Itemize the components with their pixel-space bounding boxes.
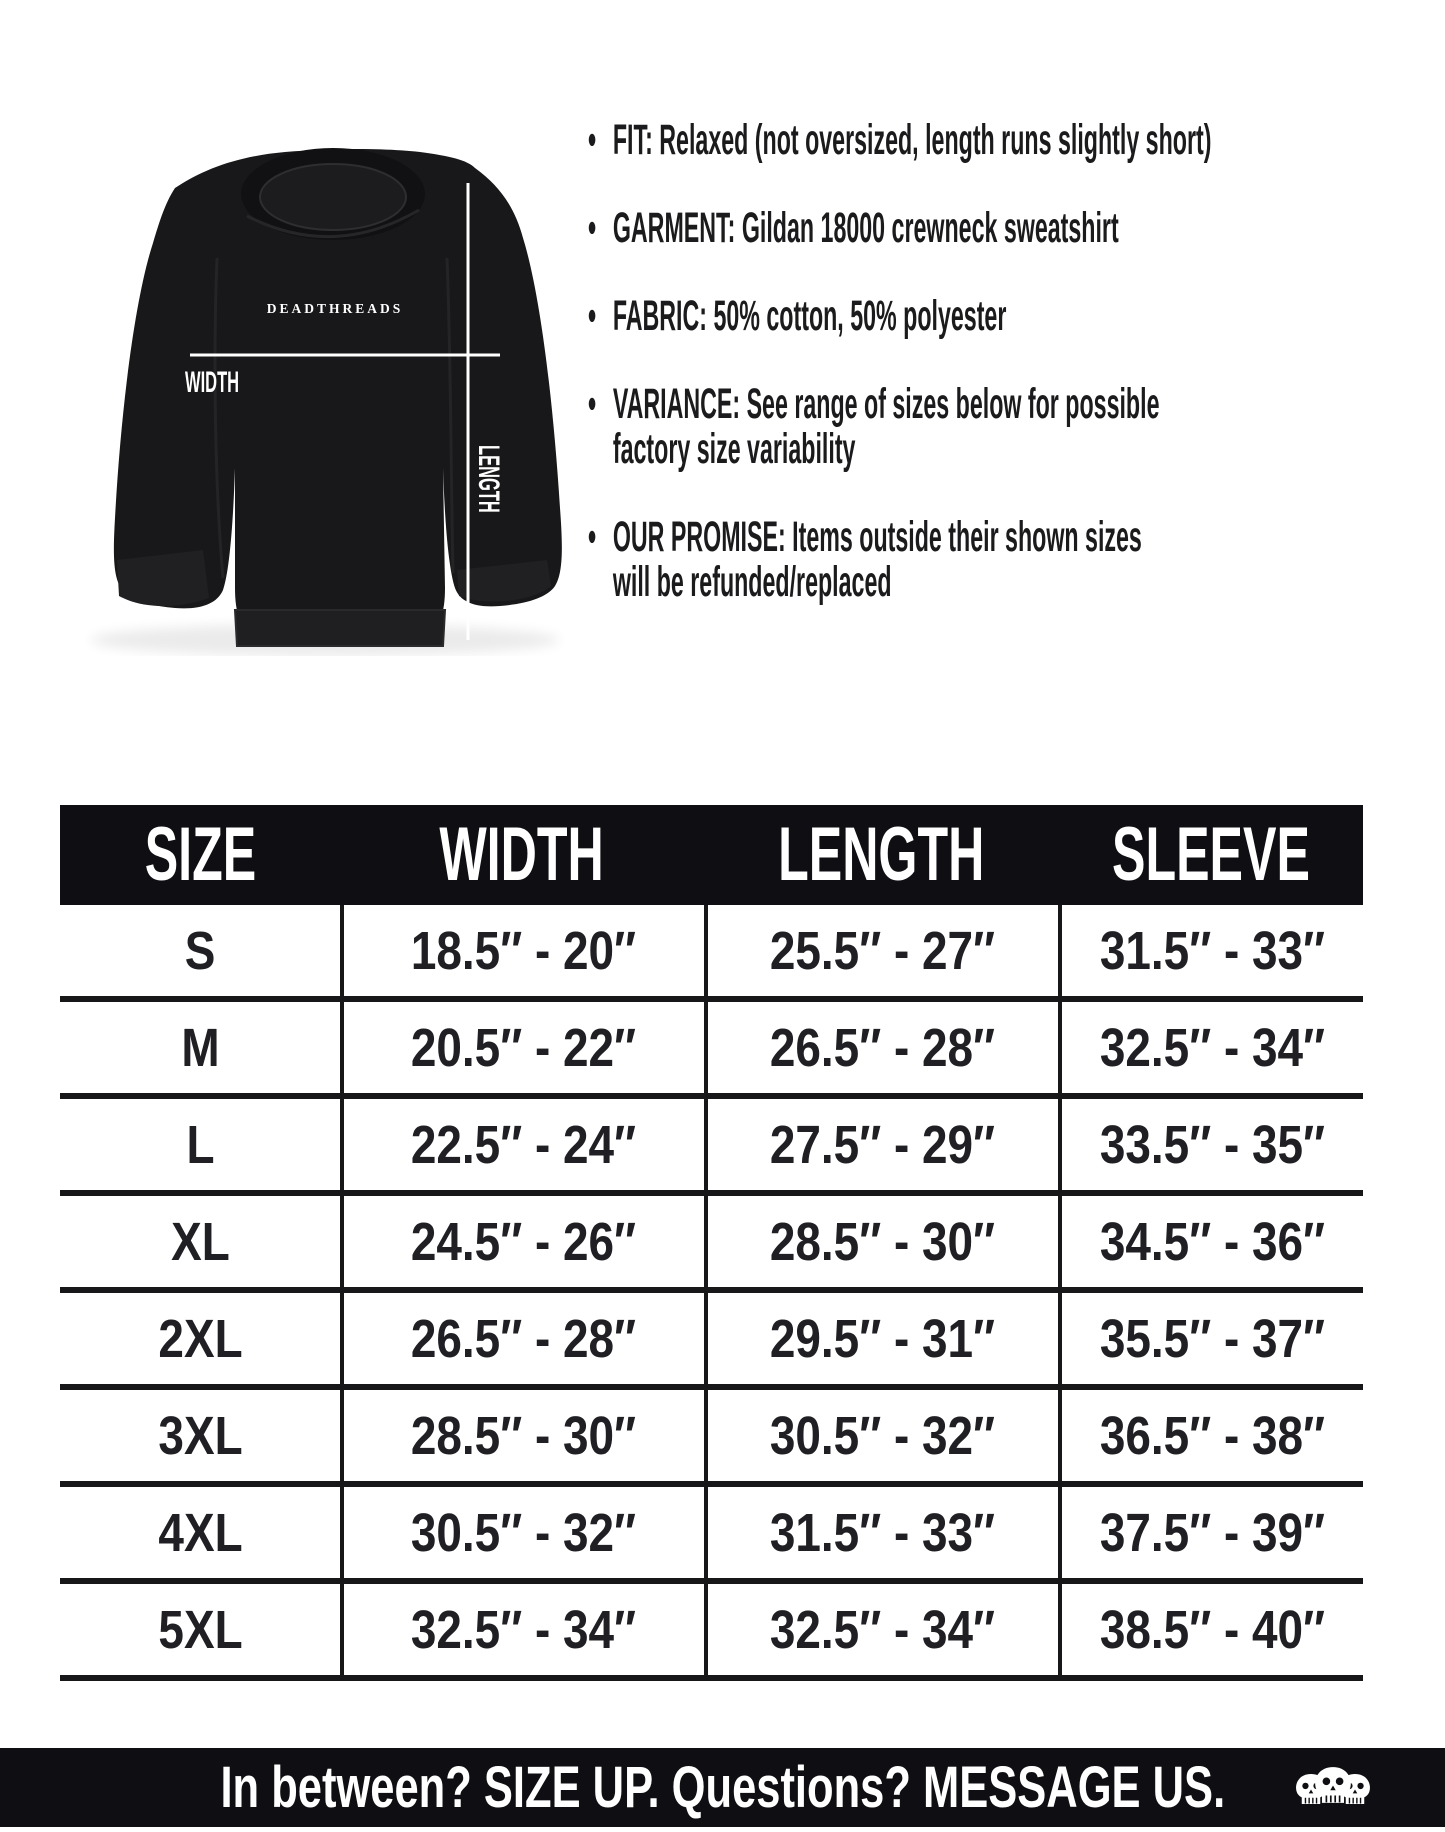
footer-bar: In between? SIZE UP. Questions? MESSAGE …: [0, 1748, 1445, 1827]
list-item-promise: • OUR PROMISE: Items outside their shown…: [588, 515, 1344, 605]
size-cell: 5XL: [157, 1599, 243, 1660]
size-cell: 2XL: [157, 1308, 243, 1369]
length-cell: 29.5″ - 31″: [703, 1293, 1058, 1384]
list-item-text: will be refunded/replaced: [612, 558, 892, 606]
length-cell: 26.5″ - 28″: [703, 1002, 1058, 1093]
table-row-m: M 20.5″ - 22″ 26.5″ - 28″ 32.5″ - 34″: [60, 1002, 1363, 1099]
bullet-icon: •: [588, 380, 597, 428]
collar-seam: [246, 208, 420, 238]
list-item-garment: • GARMENT: Gildan 18000 crewneck sweatsh…: [588, 206, 1344, 251]
width-cell: 20.5″ - 22″: [340, 1002, 704, 1093]
shirt-body: [113, 149, 562, 644]
bullet-icon: •: [588, 513, 597, 561]
list-item-fit: • FIT: Relaxed (not oversized, length ru…: [588, 118, 1344, 163]
right-cuff: [457, 560, 551, 602]
width-cell: 18.5″ - 20″: [340, 905, 704, 996]
length-cell: 31.5″ - 33″: [703, 1487, 1058, 1578]
sleeve-cell: 31.5″ - 33″: [1058, 905, 1363, 996]
left-cuff: [117, 550, 209, 607]
product-details-list: • FIT: Relaxed (not oversized, length ru…: [588, 118, 1344, 648]
width-cell: 28.5″ - 30″: [340, 1390, 704, 1481]
sleeve-cell: 36.5″ - 38″: [1058, 1390, 1363, 1481]
footer-message: In between? SIZE UP. Questions? MESSAGE …: [220, 1755, 1225, 1820]
sleeve-cell: 33.5″ - 35″: [1058, 1099, 1363, 1190]
bullet-icon: •: [588, 116, 597, 164]
length-cell: 27.5″ - 29″: [703, 1099, 1058, 1190]
table-row-2xl: 2XL 26.5″ - 28″ 29.5″ - 31″ 35.5″ - 37″: [60, 1293, 1363, 1390]
bullet-icon: •: [588, 204, 597, 252]
sleeve-cell: 38.5″ - 40″: [1058, 1584, 1363, 1675]
size-cell: S: [184, 920, 216, 981]
size-cell: L: [186, 1114, 215, 1175]
list-item-text: VARIANCE: See range of sizes below for p…: [612, 380, 1160, 428]
column-header-length: LENGTH: [777, 812, 984, 897]
size-chart-table: SIZE WIDTH LENGTH SLEEVE S 18.5″ - 20″ 2…: [60, 805, 1363, 1681]
table-row-5xl: 5XL 32.5″ - 34″ 32.5″ - 34″ 38.5″ - 40″: [60, 1584, 1363, 1681]
list-item-text: OUR PROMISE: Items outside their shown s…: [612, 513, 1142, 561]
table-row-l: L 22.5″ - 24″ 27.5″ - 29″ 33.5″ - 35″: [60, 1099, 1363, 1196]
table-row-3xl: 3XL 28.5″ - 30″ 30.5″ - 32″ 36.5″ - 38″: [60, 1390, 1363, 1487]
left-sleeve-seam: [213, 257, 225, 579]
width-measure-label: WIDTH: [185, 366, 239, 399]
length-measure-label: LENGTH: [472, 445, 505, 513]
width-cell: 26.5″ - 28″: [340, 1293, 704, 1384]
length-cell: 28.5″ - 30″: [703, 1196, 1058, 1287]
column-header-width: WIDTH: [439, 812, 605, 897]
list-item-text: FABRIC: 50% cotton, 50% polyester: [612, 292, 1007, 340]
table-row-s: S 18.5″ - 20″ 25.5″ - 27″ 31.5″ - 33″: [60, 905, 1363, 1002]
width-cell: 32.5″ - 34″: [340, 1584, 704, 1675]
list-item-text: factory size variability: [612, 425, 856, 473]
sleeve-cell: 32.5″ - 34″: [1058, 1002, 1363, 1093]
sleeve-cell: 37.5″ - 39″: [1058, 1487, 1363, 1578]
column-header-sleeve: SLEEVE: [1111, 812, 1310, 897]
three-skulls-icon: [1295, 1766, 1371, 1805]
width-cell: 30.5″ - 32″: [340, 1487, 704, 1578]
column-header-size: SIZE: [144, 812, 256, 897]
width-cell: 22.5″ - 24″: [340, 1099, 704, 1190]
sweatshirt-image: DEADTHREADS WIDTH LENGTH: [90, 148, 562, 656]
waistband: [233, 609, 447, 647]
size-cell: XL: [170, 1211, 230, 1272]
size-cell: 4XL: [157, 1502, 243, 1563]
sleeve-cell: 35.5″ - 37″: [1058, 1293, 1363, 1384]
right-sleeve-seam: [445, 257, 455, 574]
table-row-xl: XL 24.5″ - 26″ 28.5″ - 30″ 34.5″ - 36″: [60, 1196, 1363, 1293]
width-cell: 24.5″ - 26″: [340, 1196, 704, 1287]
length-cell: 30.5″ - 32″: [703, 1390, 1058, 1481]
list-item-fabric: • FABRIC: 50% cotton, 50% polyester: [588, 294, 1344, 339]
sweatshirt-figure: DEADTHREADS WIDTH LENGTH: [55, 108, 585, 656]
size-cell: M: [180, 1017, 220, 1078]
collar-inner: [259, 163, 407, 231]
table-row-4xl: 4XL 30.5″ - 32″ 31.5″ - 33″ 37.5″ - 39″: [60, 1487, 1363, 1584]
length-cell: 25.5″ - 27″: [703, 905, 1058, 996]
size-cell: 3XL: [157, 1405, 243, 1466]
list-item-text: GARMENT: Gildan 18000 crewneck sweatshir…: [612, 204, 1119, 252]
bullet-icon: •: [588, 292, 597, 340]
list-item-text: FIT: Relaxed (not oversized, length runs…: [612, 116, 1212, 164]
list-item-variance: • VARIANCE: See range of sizes below for…: [588, 382, 1344, 472]
sleeve-cell: 34.5″ - 36″: [1058, 1196, 1363, 1287]
table-header-row: SIZE WIDTH LENGTH SLEEVE: [60, 805, 1363, 905]
brand-logo-text: DEADTHREADS: [267, 301, 404, 316]
length-cell: 32.5″ - 34″: [703, 1584, 1058, 1675]
